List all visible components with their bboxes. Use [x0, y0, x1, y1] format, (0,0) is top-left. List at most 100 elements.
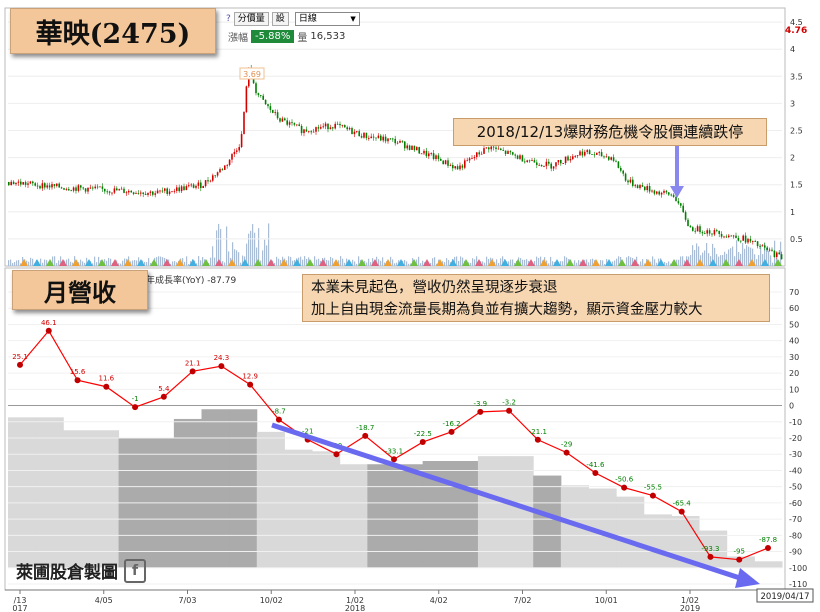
candlesticks: [8, 65, 783, 260]
volume-bar: [546, 260, 548, 266]
volume-bar: [394, 263, 396, 266]
volume-bar: [372, 258, 374, 266]
split-price-volume-button[interactable]: 分價量: [233, 12, 269, 26]
candle-body: [761, 245, 764, 247]
volume-bar: [110, 258, 112, 266]
yoy-point: [563, 449, 570, 456]
candle-body: [58, 183, 60, 188]
event-marker: [85, 259, 93, 266]
candle-body: [490, 146, 492, 150]
volume-bar: [340, 256, 342, 266]
candle-body: [387, 138, 389, 142]
yoy-point: [649, 492, 656, 499]
volume-bar: [502, 256, 504, 266]
volume-bar: [146, 262, 148, 266]
candle-body: [44, 183, 46, 188]
candle-body: [173, 190, 176, 192]
volume-bar: [346, 258, 348, 266]
period-select[interactable]: 日線 ▼: [294, 12, 360, 26]
volume-bar: [158, 256, 160, 266]
yoy-tick-label: -20: [789, 434, 802, 443]
volume-bar: [460, 256, 462, 266]
volume-bar: [254, 232, 256, 266]
candle-body: [53, 184, 56, 186]
volume-bar: [510, 259, 512, 266]
yoy-data-label: 21.1: [185, 359, 201, 367]
volume-bar: [498, 262, 500, 266]
volume-bar: [94, 256, 96, 266]
candle-body: [512, 152, 514, 155]
yoy-legend: 年成長率(YoY) -87.79: [146, 274, 236, 286]
candle-body: [689, 226, 692, 228]
candle-body: [202, 186, 204, 188]
volume-bar: [332, 258, 334, 266]
candle-body: [687, 219, 689, 227]
candle-body: [500, 148, 502, 151]
comment-line-2: 加上自由現金流量長期為負並有擴大趨勢，顯示資金壓力較大: [311, 302, 703, 318]
settings-button[interactable]: 設: [271, 12, 289, 26]
volume-bar: [602, 260, 604, 266]
volume-bar: [592, 258, 594, 266]
volume-bar: [652, 256, 654, 266]
candle-body: [449, 165, 452, 166]
volume-bar: [380, 260, 382, 266]
candle-body: [344, 125, 346, 128]
candle-body: [483, 148, 485, 154]
candle-body: [519, 155, 521, 159]
yoy-data-label: -22.5: [414, 430, 432, 438]
section-title-box: 月營收: [12, 270, 148, 310]
candle-body: [123, 188, 125, 193]
volume-bar: [658, 258, 660, 266]
revenue-bar: [256, 431, 285, 568]
event-marker: [293, 259, 301, 266]
volume-bar: [436, 263, 438, 266]
candle-body: [740, 240, 742, 242]
volume-bar: [710, 256, 712, 266]
revenue-bar: [201, 409, 230, 568]
event-marker: [449, 259, 457, 266]
candle-body: [408, 145, 411, 150]
candle-body: [430, 153, 432, 154]
volume-bar: [356, 263, 358, 266]
event-marker: [605, 259, 613, 266]
volume-bar: [56, 263, 58, 266]
volume-bar: [224, 262, 226, 266]
volume-bar: [668, 261, 670, 266]
candle-body: [600, 152, 603, 157]
candle-body: [176, 187, 178, 191]
volume-bar: [80, 259, 82, 266]
yoy-tick-label: -50: [789, 483, 802, 492]
volume-bar: [236, 250, 238, 266]
candle-body: [680, 203, 682, 206]
volume-bar: [574, 260, 576, 266]
x-tick-label: 4/02: [430, 596, 448, 605]
yoy-tick-label: 70: [789, 288, 799, 297]
candle-body: [545, 161, 548, 167]
candle-body: [569, 159, 572, 161]
volume-label: 量: [297, 33, 308, 44]
candle-body: [396, 142, 399, 144]
candle-body: [101, 186, 104, 189]
change-label: 漲幅: [228, 33, 248, 44]
volume-bar: [714, 247, 716, 266]
candle-body: [480, 153, 483, 155]
candle-body: [276, 112, 279, 119]
candle-body: [682, 205, 684, 213]
volume-bar: [188, 263, 190, 266]
volume-bar: [196, 263, 198, 266]
candle-body: [322, 126, 324, 128]
candle-body: [336, 123, 339, 125]
volume-bar: [706, 243, 708, 266]
candle-body: [668, 192, 670, 195]
revenue-bar: [90, 430, 120, 568]
volume-bar: [294, 260, 296, 266]
help-icon[interactable]: ?: [226, 14, 231, 24]
candle-body: [20, 181, 22, 185]
candle-body: [204, 180, 207, 187]
date-box: 2019/04/17: [756, 588, 814, 603]
event-marker: [124, 259, 132, 266]
volume-bar: [738, 251, 740, 266]
price-tick-label: 2: [790, 154, 795, 163]
volume-bar: [524, 259, 526, 266]
candle-body: [411, 145, 413, 150]
